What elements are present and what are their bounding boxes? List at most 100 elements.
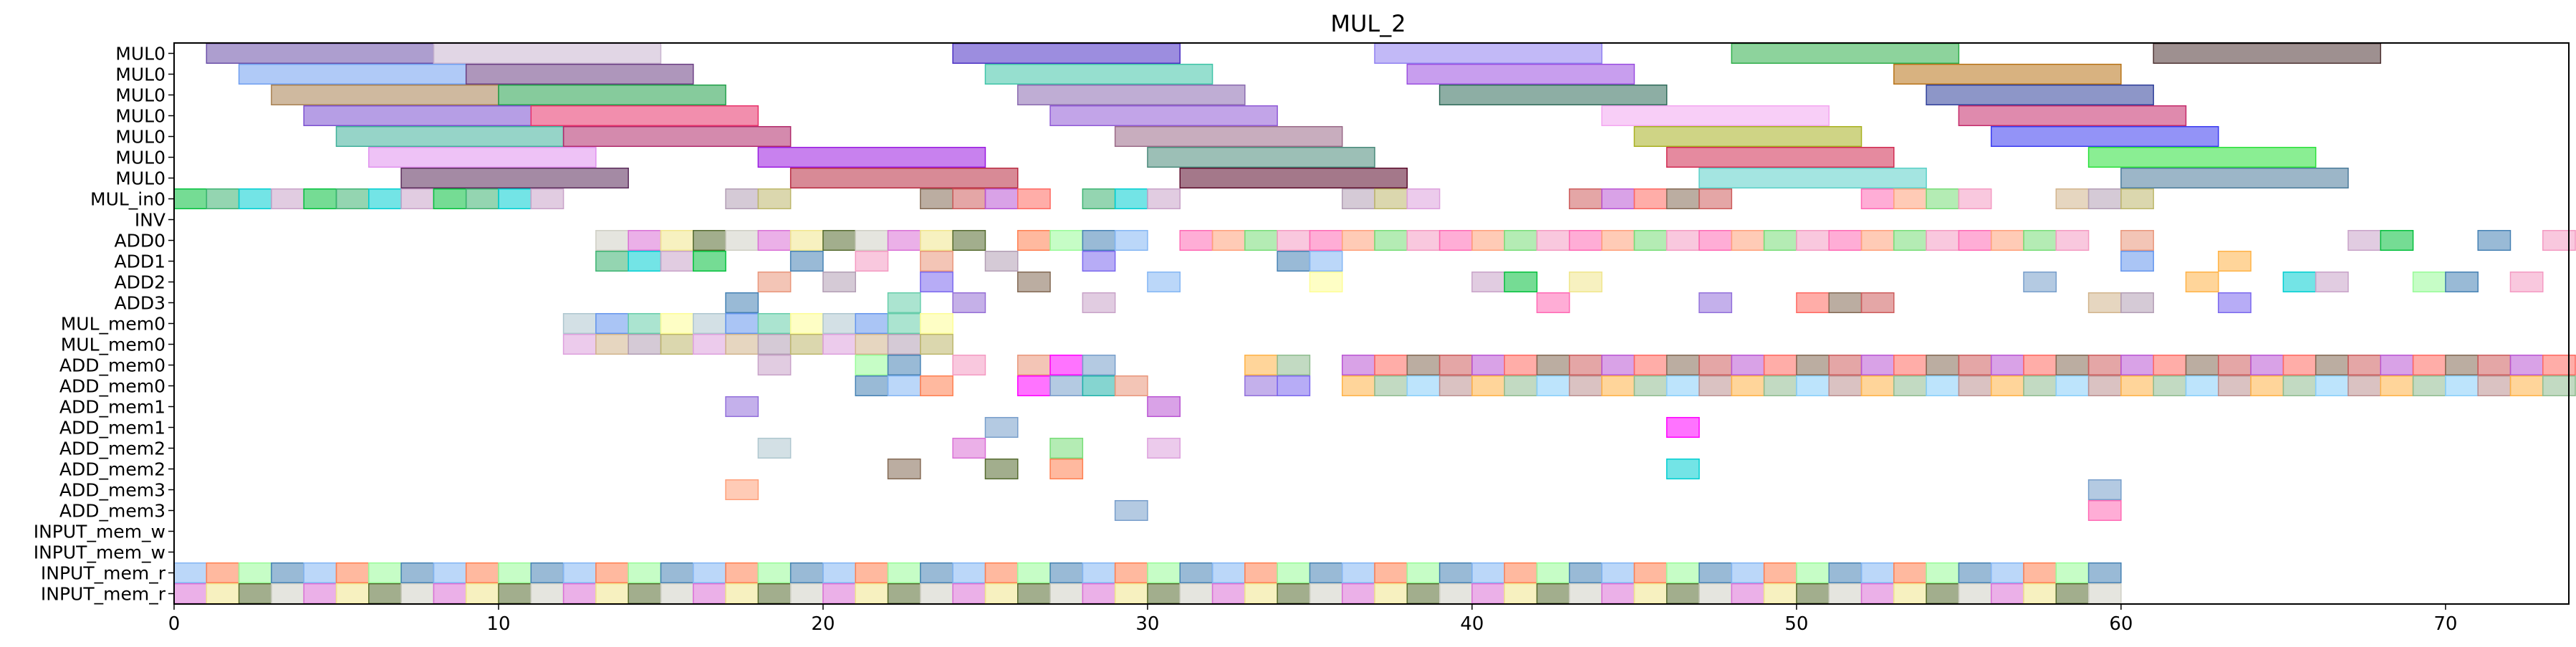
gantt-cell	[693, 333, 726, 355]
gantt-cell	[1309, 583, 1343, 605]
gantt-cell	[952, 229, 986, 251]
gantt-cell	[1244, 229, 1278, 251]
gantt-cell	[1082, 188, 1116, 210]
gantt-bar	[562, 125, 792, 148]
gantt-cell	[2185, 354, 2219, 376]
gantt-cell	[2380, 229, 2414, 251]
gantt-cell	[984, 562, 1019, 584]
gantt-cell	[2315, 354, 2349, 376]
gantt-cell	[2347, 229, 2382, 251]
gantt-cell	[1114, 562, 1148, 584]
gantt-cell	[2412, 375, 2446, 397]
gantt-cell	[1698, 354, 1733, 376]
gantt-cell	[693, 583, 726, 605]
gantt-cell	[920, 271, 953, 293]
gantt-cell	[1017, 562, 1051, 584]
gantt-cell	[887, 312, 921, 335]
gantt-cell	[498, 562, 532, 584]
gantt-cell	[1990, 583, 2024, 605]
gantt-cell	[1277, 229, 1311, 251]
gantt-cell	[2445, 354, 2479, 376]
gantt-cell	[2477, 229, 2512, 251]
gantt-cell	[1828, 292, 1863, 314]
gantt-cell	[2185, 375, 2219, 397]
gantt-cell	[1244, 583, 1278, 605]
gantt-cell	[757, 437, 792, 459]
gantt-cell	[855, 354, 889, 376]
gantt-cell	[530, 562, 564, 584]
gantt-cell	[2087, 499, 2122, 522]
gantt-cell	[1049, 583, 1084, 605]
gantt-cell	[2509, 375, 2544, 397]
gantt-cell	[1406, 354, 1441, 376]
gantt-cell	[920, 562, 953, 584]
gantt-cell	[920, 375, 953, 397]
gantt-cell	[1374, 229, 1408, 251]
gantt-cell	[1277, 354, 1311, 376]
gantt-cell	[1504, 562, 1538, 584]
gantt-cell	[2218, 375, 2251, 397]
y-tick-label: MUL0	[115, 85, 165, 106]
gantt-cell	[238, 188, 272, 210]
gantt-cell	[1147, 396, 1181, 418]
gantt-cell	[1796, 354, 1830, 376]
gantt-cell	[595, 583, 629, 605]
gantt-cell	[952, 562, 986, 584]
gantt-cell	[1277, 562, 1311, 584]
gantt-cell	[2055, 562, 2090, 584]
gantt-cell	[1828, 229, 1863, 251]
gantt-bar	[1633, 125, 1863, 148]
gantt-cell	[2120, 292, 2154, 314]
gantt-cell	[2477, 375, 2512, 397]
gantt-cell	[725, 479, 759, 501]
gantt-cell	[433, 583, 467, 605]
gantt-cell	[757, 312, 792, 335]
gantt-bar	[1017, 84, 1246, 106]
gantt-cell	[1666, 229, 1700, 251]
gantt-cell	[1309, 250, 1343, 272]
gantt-cell	[693, 229, 726, 251]
gantt-cell	[822, 271, 857, 293]
gantt-cell	[693, 312, 726, 335]
gantt-cell	[2542, 375, 2576, 397]
gantt-cell	[628, 583, 662, 605]
gantt-cell	[1633, 188, 1668, 210]
gantt-cell	[1049, 437, 1084, 459]
gantt-cell	[1504, 375, 1538, 397]
gantt-cell	[822, 229, 857, 251]
gantt-cell	[562, 583, 597, 605]
x-axis: 0 10 20 30 40 50 60 70	[168, 604, 2457, 635]
gantt-cell	[1958, 375, 1992, 397]
gantt-cell	[1017, 271, 1051, 293]
gantt-cell	[433, 562, 467, 584]
gantt-cell	[660, 312, 694, 335]
gantt-cell	[725, 583, 759, 605]
gantt-cell	[725, 562, 759, 584]
gantt-cell	[952, 583, 986, 605]
gantt-cell	[1082, 229, 1116, 251]
gantt-bar	[335, 125, 564, 148]
gantt-cell	[887, 583, 921, 605]
y-tick-label: ADD3	[114, 293, 165, 314]
gantt-cell	[1633, 583, 1668, 605]
gantt-cell	[725, 292, 759, 314]
gantt-cell	[1666, 375, 1700, 397]
gantt-bar	[952, 42, 1181, 64]
gantt-cell	[1406, 229, 1441, 251]
y-tick-label: INV	[135, 210, 165, 231]
gantt-cell	[660, 250, 694, 272]
gantt-cell	[2347, 354, 2382, 376]
gantt-cell	[1601, 188, 1635, 210]
gantt-cell	[1569, 229, 1602, 251]
gantt-cell	[920, 333, 953, 355]
gantt-bar	[1990, 125, 2219, 148]
gantt-cell	[2347, 375, 2382, 397]
gantt-cell	[1406, 562, 1441, 584]
gantt-cell	[1666, 188, 1700, 210]
gantt-cell	[725, 188, 759, 210]
gantt-cell	[2023, 229, 2057, 251]
gantt-bar	[1666, 146, 1895, 168]
gantt-cell	[1211, 229, 1246, 251]
gantt-bar	[1731, 42, 1960, 64]
